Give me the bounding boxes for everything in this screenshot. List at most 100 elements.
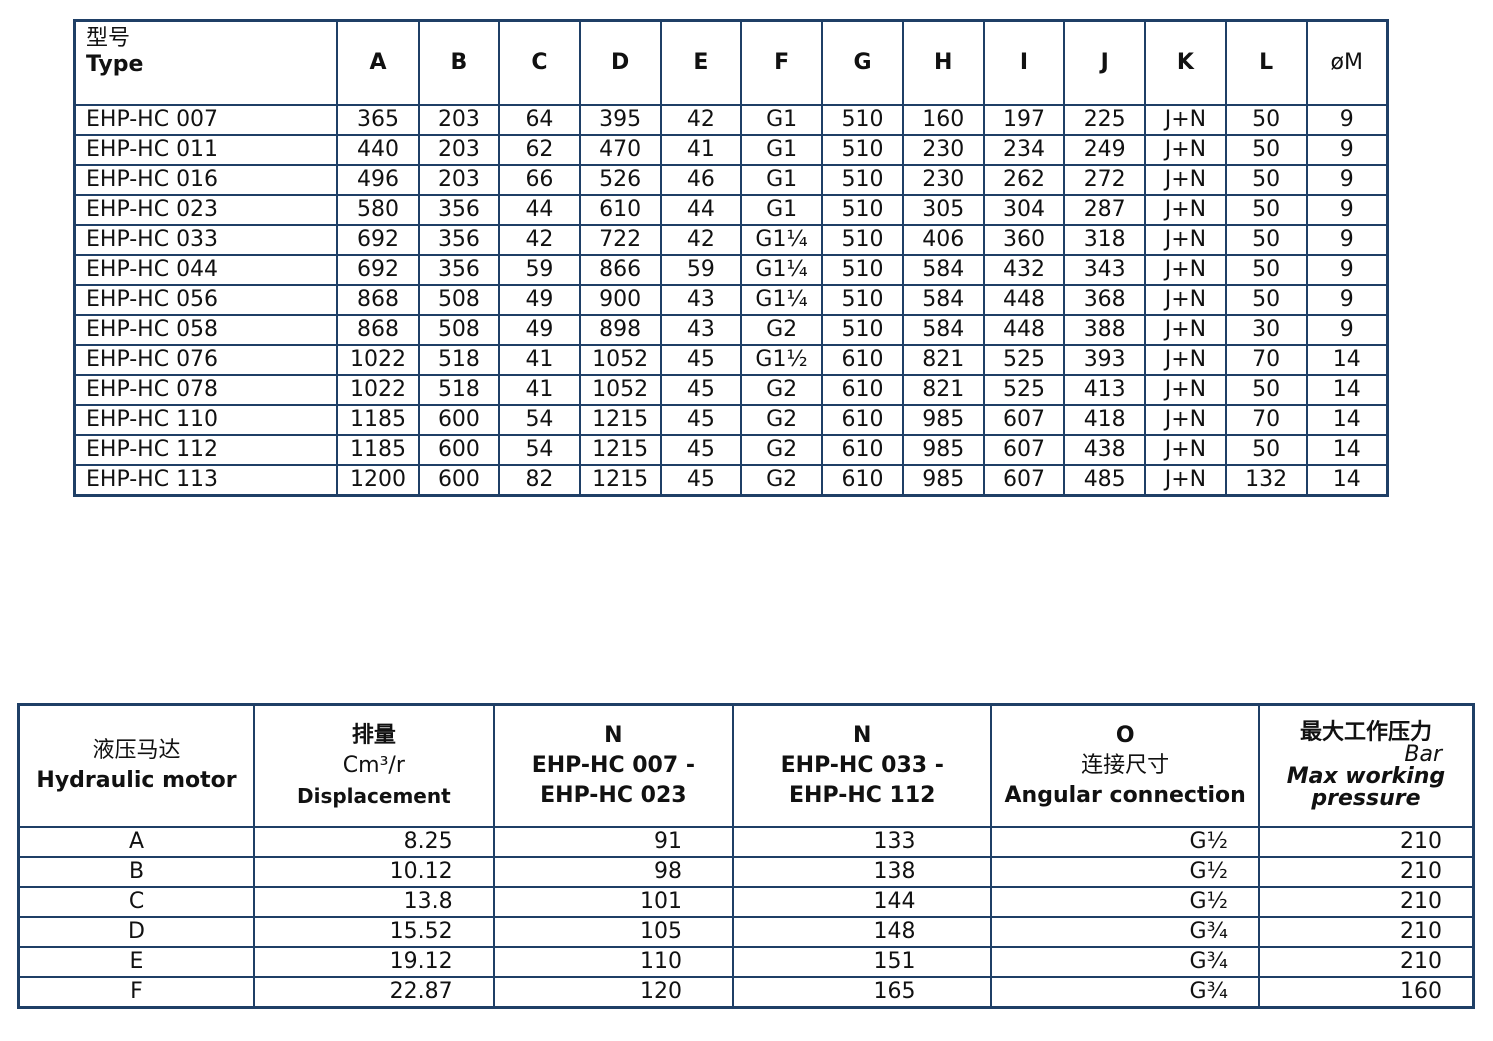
- dimension-cell: 49: [498, 284, 581, 316]
- table-row: E 19.12 110 151 G¾ 210: [17, 946, 1475, 978]
- dimension-cell: 203: [417, 134, 501, 166]
- dimension-cell: 14: [1305, 434, 1389, 466]
- dimension-cell: 610: [821, 464, 904, 497]
- type-cell: EHP-HC 011: [73, 134, 339, 166]
- dimension-cell: 1185: [336, 434, 420, 466]
- dimension-cell: 287: [1063, 194, 1147, 226]
- motor-cell: F: [17, 976, 256, 1009]
- header-letter: N: [604, 723, 623, 748]
- motor-header-hydraulic-motor: 液压马达 Hydraulic motor: [17, 703, 256, 828]
- dimension-cell: 9: [1305, 194, 1389, 226]
- column-header: L: [1224, 19, 1308, 106]
- dimension-cell: 41: [498, 344, 581, 376]
- motor-cell: B: [17, 856, 256, 888]
- dimension-cell: 356: [417, 194, 501, 226]
- type-cell: EHP-HC 112: [73, 434, 339, 466]
- pressure-cell: 210: [1257, 826, 1475, 858]
- dimension-cell: 360: [982, 224, 1066, 256]
- dimension-cell: 66: [498, 164, 581, 196]
- type-cell: EHP-HC 078: [73, 374, 339, 406]
- dimension-cell: 49: [498, 314, 581, 346]
- dimension-cell: 62: [498, 134, 581, 166]
- dimension-cell: 1185: [336, 404, 420, 436]
- n-large-cell: 133: [732, 826, 993, 858]
- dimension-cell: J+N: [1144, 464, 1227, 497]
- dimension-cell: 868: [336, 284, 420, 316]
- column-header: D: [578, 19, 662, 106]
- pressure-cell: 210: [1257, 946, 1475, 978]
- dimension-cell: 1052: [578, 344, 662, 376]
- dimension-cell: 470: [578, 134, 662, 166]
- dimension-cell: G1¼: [740, 254, 824, 286]
- dimension-cell: 600: [417, 404, 501, 436]
- dimension-cell: 368: [1063, 284, 1147, 316]
- hydraulic-motor-table: 液压马达 Hydraulic motor 排量 Cm³/r Displaceme…: [17, 703, 1475, 1009]
- dimension-cell: 610: [821, 404, 904, 436]
- dimension-cell: 584: [901, 284, 985, 316]
- dimension-cell: 525: [982, 374, 1066, 406]
- dimension-cell: G1: [740, 194, 824, 226]
- column-header: F: [740, 19, 824, 106]
- dimension-cell: 225: [1063, 104, 1147, 136]
- dimension-cell: 395: [578, 104, 662, 136]
- motor-header-n-large: N EHP-HC 033 - EHP-HC 112: [732, 703, 993, 828]
- dimension-cell: 14: [1305, 404, 1389, 436]
- motor-header-displacement: 排量 Cm³/r Displacement: [253, 703, 495, 828]
- dimension-cell: 610: [821, 374, 904, 406]
- connection-cell: G¾: [990, 976, 1260, 1009]
- column-header: H: [901, 19, 985, 106]
- type-cell: EHP-HC 044: [73, 254, 339, 286]
- type-cell: EHP-HC 023: [73, 194, 339, 226]
- dimension-cell: 448: [982, 284, 1066, 316]
- dimension-cell: 50: [1224, 194, 1308, 226]
- connection-cell: G½: [990, 886, 1260, 918]
- table-row: EHP-HC 016 496 203 66 526 46 G1 510 230 262 272 J+N…: [73, 164, 1389, 196]
- dimension-cell: 14: [1305, 464, 1389, 497]
- dimension-cell: 448: [982, 314, 1066, 346]
- dimension-cell: 203: [417, 164, 501, 196]
- dimension-cell: G2: [740, 374, 824, 406]
- dimension-cell: 9: [1305, 224, 1389, 256]
- dimension-cell: 985: [901, 434, 985, 466]
- motor-cell: A: [17, 826, 256, 858]
- dimension-cell: 42: [498, 224, 581, 256]
- dimension-cell: 584: [901, 254, 985, 286]
- dimension-cell: G1¼: [740, 224, 824, 256]
- column-header: E: [659, 19, 743, 106]
- dimension-cell: 262: [982, 164, 1066, 196]
- dimension-cell: 132: [1224, 464, 1308, 497]
- dimension-cell: 70: [1224, 344, 1308, 376]
- displacement-cell: 22.87: [253, 976, 495, 1009]
- dimension-cell: J+N: [1144, 224, 1227, 256]
- table-row: C 13.8 101 144 G½ 210: [17, 886, 1475, 918]
- pressure-cell: 210: [1257, 916, 1475, 948]
- dimension-cell: 272: [1063, 164, 1147, 196]
- dimension-cell: 46: [659, 164, 743, 196]
- dimension-cell: 30: [1224, 314, 1308, 346]
- dimension-cell: 14: [1305, 344, 1389, 376]
- dimension-cell: G1: [740, 164, 824, 196]
- n-small-cell: 98: [492, 856, 735, 888]
- dimension-cell: 432: [982, 254, 1066, 286]
- displacement-cell: 13.8: [253, 886, 495, 918]
- dimension-cell: 508: [417, 284, 501, 316]
- dimension-cell: 580: [336, 194, 420, 226]
- header-letter: O: [1115, 723, 1135, 748]
- dimension-cell: 50: [1224, 284, 1308, 316]
- dimension-cell: 50: [1224, 134, 1308, 166]
- dimension-cell: J+N: [1144, 104, 1227, 136]
- dimension-cell: J+N: [1144, 164, 1227, 196]
- dimension-cell: 44: [659, 194, 743, 226]
- displacement-cell: 15.52: [253, 916, 495, 948]
- type-cell: EHP-HC 033: [73, 224, 339, 256]
- dimension-cell: 356: [417, 224, 501, 256]
- header-range-end: EHP-HC 112: [789, 783, 936, 808]
- n-small-cell: 91: [492, 826, 735, 858]
- dimension-cell: 866: [578, 254, 662, 286]
- n-large-cell: 165: [732, 976, 993, 1009]
- dimension-cell: G1¼: [740, 284, 824, 316]
- dimension-cell: 485: [1063, 464, 1147, 497]
- table-row: D 15.52 105 148 G¾ 210: [17, 916, 1475, 948]
- dimension-cell: 510: [821, 104, 904, 136]
